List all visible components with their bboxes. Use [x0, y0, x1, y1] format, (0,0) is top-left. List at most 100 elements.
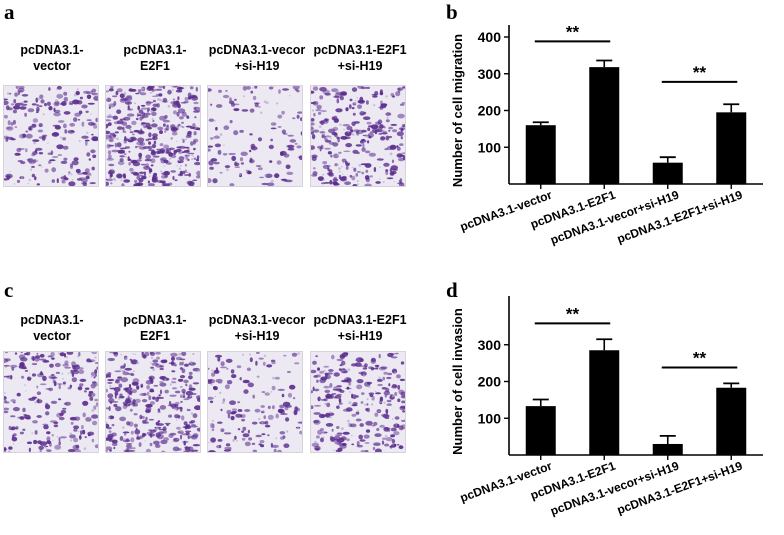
stained-cell	[170, 403, 177, 408]
stained-cell	[389, 144, 397, 150]
stained-cell	[396, 182, 403, 185]
stained-cell	[352, 394, 357, 400]
stained-cell	[6, 375, 13, 379]
stained-cell	[86, 94, 92, 100]
stained-cell	[177, 448, 182, 451]
stained-cell	[52, 379, 56, 384]
stained-cell	[190, 435, 198, 440]
stained-cell	[107, 357, 115, 362]
stained-cell	[181, 121, 184, 124]
stained-cell	[172, 98, 176, 101]
stained-cell	[106, 449, 109, 452]
stained-cell	[277, 126, 282, 128]
stained-cell	[10, 399, 16, 402]
stained-cell	[62, 137, 67, 141]
stained-cell	[71, 365, 75, 367]
stained-cell	[212, 423, 215, 429]
membrane-pore	[192, 364, 194, 367]
stained-cell	[143, 165, 151, 170]
stained-cell	[62, 145, 69, 150]
membrane-pore	[321, 430, 325, 434]
stained-cell	[8, 425, 12, 431]
stained-cell	[335, 388, 342, 392]
stained-cell	[326, 402, 331, 408]
stained-cell	[168, 362, 176, 365]
stained-cell	[64, 129, 67, 134]
stained-cell	[382, 414, 390, 419]
membrane-pore	[330, 137, 332, 140]
stained-cell	[77, 386, 83, 391]
stained-cell	[123, 363, 126, 368]
membrane-pore	[324, 402, 327, 406]
stained-cell	[351, 87, 358, 92]
stained-cell	[193, 101, 199, 105]
membrane-pore	[159, 363, 161, 365]
stained-cell	[256, 352, 260, 354]
stained-cell	[113, 403, 118, 408]
stained-cell	[331, 88, 339, 93]
stained-cell	[365, 429, 371, 433]
stained-cell	[155, 421, 160, 426]
stained-cell	[152, 396, 156, 400]
membrane-pore	[150, 109, 153, 113]
stained-cell	[209, 166, 214, 170]
membrane-pore	[216, 134, 218, 137]
stained-cell	[264, 424, 271, 428]
membrane-pore	[76, 88, 79, 91]
stained-cell	[91, 133, 94, 136]
stained-cell	[184, 169, 187, 173]
stained-cell	[119, 147, 127, 150]
stained-cell	[210, 437, 216, 443]
stained-cell	[56, 178, 59, 184]
stained-cell	[125, 398, 130, 404]
membrane-pore	[379, 166, 381, 169]
stained-cell	[156, 88, 162, 91]
stained-cell	[327, 172, 334, 176]
stained-cell	[230, 369, 235, 374]
stained-cell	[196, 175, 200, 179]
stained-cell	[346, 126, 353, 131]
stained-cell	[36, 183, 40, 186]
stained-cell	[311, 154, 318, 159]
membrane-pore	[339, 123, 342, 126]
stained-cell	[246, 171, 252, 175]
stained-cell	[217, 381, 223, 384]
membrane-pore	[322, 173, 325, 176]
stained-cell	[208, 367, 210, 370]
stained-cell	[239, 129, 244, 133]
stained-cell	[117, 151, 125, 154]
stained-cell	[394, 385, 398, 388]
stained-cell	[108, 163, 115, 167]
stained-cell	[192, 382, 200, 385]
membrane-pore	[334, 440, 337, 444]
membrane-pore	[178, 352, 182, 356]
stained-cell	[399, 143, 404, 146]
stained-cell	[63, 91, 68, 96]
stained-cell	[91, 414, 98, 419]
stained-cell	[267, 414, 274, 420]
stained-cell	[258, 443, 262, 446]
stained-cell	[114, 391, 119, 396]
stained-cell	[284, 404, 292, 408]
stained-cell	[313, 112, 316, 117]
stained-cell	[366, 403, 369, 406]
stained-cell	[373, 442, 381, 446]
membrane-pore	[187, 171, 189, 174]
stained-cell	[359, 140, 364, 144]
membrane-pore	[172, 441, 174, 443]
stained-cell	[39, 94, 44, 100]
stained-cell	[196, 427, 200, 432]
stained-cell	[229, 400, 236, 405]
membrane-pore	[272, 376, 275, 380]
stained-cell	[164, 130, 167, 133]
membrane-pore	[258, 417, 261, 421]
membrane-pore	[180, 429, 183, 433]
stained-cell	[237, 409, 243, 412]
stained-cell	[329, 435, 333, 440]
stained-cell	[188, 172, 191, 177]
stained-cell	[173, 363, 177, 367]
stained-cell	[259, 440, 265, 444]
stained-cell	[395, 91, 401, 97]
significance-label: **	[693, 63, 707, 82]
membrane-pore	[127, 404, 129, 406]
